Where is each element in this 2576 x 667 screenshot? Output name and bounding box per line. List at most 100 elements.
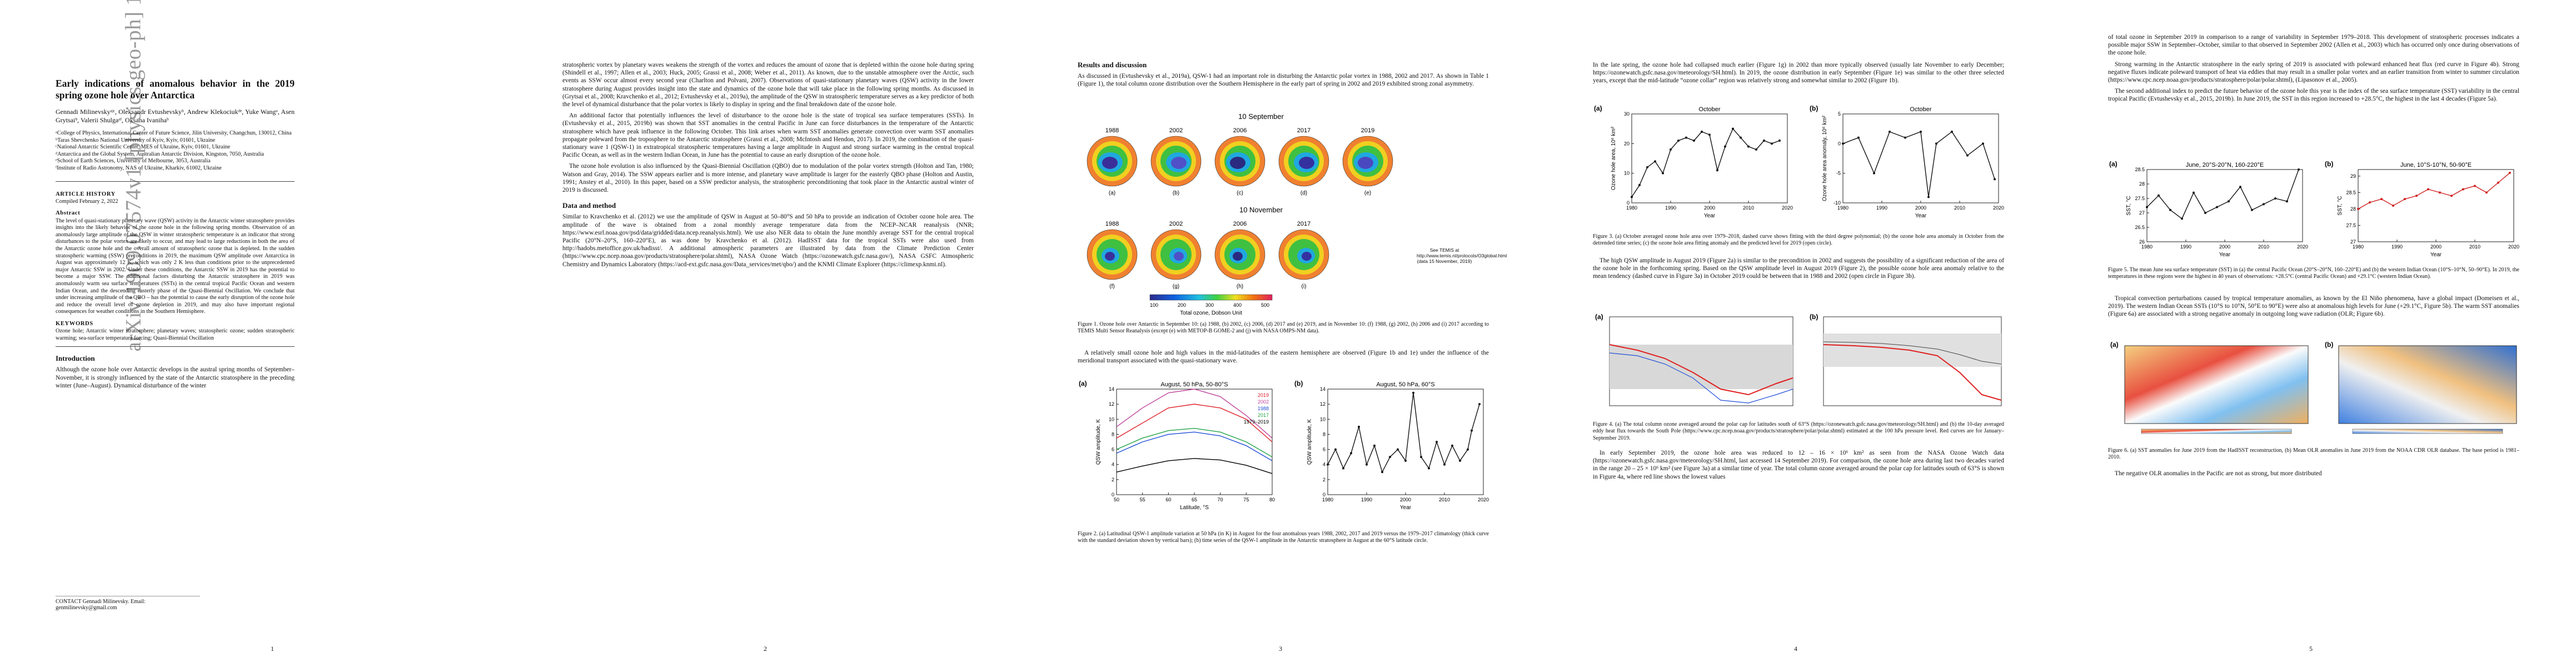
- panel-label-a: (a): [2109, 160, 2117, 168]
- figure-5-svg: (a) June, 20°S-20°N, 160-220°E Year SST, °C…: [2109, 160, 2519, 258]
- fig5b-point: [2474, 185, 2476, 187]
- fig2b-point: [1420, 456, 1422, 459]
- fig2b-point: [1471, 429, 1473, 432]
- fig1-panel-letter: (f): [1109, 283, 1114, 290]
- fig5a-point: [2239, 186, 2241, 188]
- y-tick-label: -5: [1836, 171, 1841, 176]
- fig2a-legend: 1988: [1258, 406, 1269, 411]
- data-heading: Data and method: [562, 201, 616, 210]
- figure-6-svg: (a) (b): [2110, 341, 2517, 434]
- fig2a-legend: 2019: [1258, 392, 1269, 398]
- affiliation: ᵇTaras Shevchenko National University of…: [56, 137, 216, 143]
- x-tick-label: 2010: [1954, 205, 1965, 211]
- fig3a-point: [1716, 169, 1718, 172]
- page-number: 4: [1794, 645, 1797, 653]
- y-tick-label: -10: [1833, 200, 1841, 206]
- y-tick-label: 27.5: [2346, 222, 2356, 228]
- fig5b-xlabel: Year: [2430, 252, 2442, 258]
- fig3a-point: [1685, 136, 1687, 139]
- paragraph: In the late spring, the ozone hole had c…: [1593, 62, 2004, 84]
- article-info-box: ARTICLE HISTORY Compiled February 2, 202…: [56, 181, 295, 347]
- page2-column: stratospheric vortex by planetary waves …: [562, 61, 974, 272]
- y-tick-label: 14: [1109, 386, 1114, 392]
- page3-column: Results and discussion As discussed in (…: [1078, 61, 1489, 92]
- x-tick-label: 75: [1243, 497, 1249, 502]
- fig5a-point: [2146, 206, 2148, 208]
- fig1-panel-letter: (g): [1173, 283, 1179, 290]
- fig2b-point: [1397, 448, 1399, 451]
- x-tick-label: 2000: [2219, 244, 2230, 250]
- figure-6-caption: Figure 6. (a) SST anomalies for June 201…: [2108, 447, 2519, 461]
- fig5b-point: [2392, 205, 2394, 207]
- fig1-year-label: 2017: [1297, 221, 1311, 227]
- fig2b-point: [1412, 391, 1414, 394]
- fig4a-range-band: [1610, 345, 1793, 389]
- paragraph: In early September 2019, the ozone hole …: [1593, 450, 2005, 480]
- fig3a-point: [1771, 142, 1773, 145]
- fig5a-xlabel: Year: [2219, 252, 2231, 258]
- figure-6: (a) (b): [2108, 339, 2519, 445]
- fig2b-point: [1404, 459, 1407, 462]
- fig2b-point: [1358, 425, 1360, 428]
- fig5b-series-line: [2358, 172, 2510, 210]
- x-tick-label: 60: [1165, 497, 1171, 502]
- fig5a-point: [2298, 168, 2300, 171]
- fig6b-map: [2338, 345, 2517, 424]
- x-tick-label: 1990: [1665, 205, 1676, 211]
- y-tick-label: 6: [1112, 447, 1114, 452]
- x-tick-label: 1980: [2141, 244, 2153, 250]
- x-tick-label: 2020: [2297, 244, 2308, 250]
- figure-2-svg: (a) August, 50 hPa, 50-80°S Latitude, °S QS…: [1079, 380, 1489, 511]
- figure-1: 10 September 10 November 1988 (a) 2002 (b) 2…: [1078, 111, 1507, 317]
- fig5b-point: [2404, 198, 2406, 201]
- fig1-year-label: 1988: [1105, 221, 1119, 227]
- fig2b-point: [1350, 452, 1352, 455]
- fig5b-title: June, 10°S-10°N, 50-90°E: [2400, 162, 2472, 168]
- figure-5-caption: Figure 5. The mean June sea surface temp…: [2108, 267, 2519, 280]
- fig1-year-label: 2019: [1361, 127, 1374, 134]
- page-number: 1: [271, 645, 274, 653]
- fig5b-ylabel: SST, °C: [2337, 196, 2343, 215]
- fig2b-point: [1327, 463, 1329, 466]
- fig2a-xlabel: Latitude, °S: [1180, 505, 1209, 511]
- figure-4-svg: (a) (b): [1595, 313, 2002, 406]
- y-tick-label: 28: [2139, 181, 2145, 187]
- fig3b-title: October: [1910, 106, 1931, 113]
- fig3b-point: [1927, 196, 1930, 198]
- y-tick-label: 28: [2350, 206, 2356, 212]
- y-tick-label: 14: [1320, 386, 1326, 392]
- fig3b-point: [1920, 131, 1922, 133]
- fig1-panel-letter: (h): [1237, 283, 1243, 290]
- fig3a-point: [1732, 127, 1734, 130]
- y-tick-label: 0: [1323, 492, 1326, 497]
- y-tick-label: 2: [1112, 477, 1114, 482]
- y-tick-label: 26: [2139, 239, 2145, 245]
- x-tick-label: 2010: [1439, 497, 1450, 502]
- abstract-text: The level of quasi-stationary planetary …: [56, 217, 295, 315]
- page-1: Early indications of anomalous behavior …: [0, 0, 500, 667]
- figure-2-caption: Figure 2. (a) Latitudinal QSW-1 amplitud…: [1078, 531, 1489, 544]
- fig1-ozone-hole: [1102, 157, 1118, 169]
- results-text: As discussed in (Evtushevsky et al., 201…: [1078, 73, 1489, 88]
- fig3b-point: [1966, 154, 1969, 157]
- fig1-top-title: 10 September: [1238, 112, 1284, 121]
- page1-column: Early indications of anomalous behavior …: [56, 78, 295, 393]
- fig3b-point: [1994, 178, 1996, 181]
- y-tick-label: 30: [1624, 111, 1630, 117]
- y-tick-label: 12: [1320, 401, 1326, 407]
- page5-text-bottom: The negative OLR anomalies in the Pacifi…: [2108, 470, 2519, 481]
- fig1-ozone-hole: [1299, 157, 1314, 169]
- x-tick-label: 2010: [2258, 244, 2269, 250]
- fig1-note: See TEMIS at http://www.temis.nl/protoco…: [1417, 247, 1507, 264]
- figure-4: (a) (b): [1593, 311, 2004, 417]
- fig2b-point: [1451, 444, 1453, 447]
- history-date: Compiled February 2, 2022: [56, 198, 118, 205]
- y-tick-label: 29: [2350, 173, 2356, 179]
- fig3b-point: [1904, 136, 1906, 139]
- fig3b-series-line: [1842, 131, 1995, 197]
- y-tick-label: 28.5: [2135, 167, 2145, 172]
- fig5b-point: [2380, 198, 2383, 201]
- x-tick-label: 1990: [1361, 497, 1372, 502]
- fig3b-frame: [1842, 113, 1999, 203]
- fig2a-legend: 2017: [1258, 412, 1269, 418]
